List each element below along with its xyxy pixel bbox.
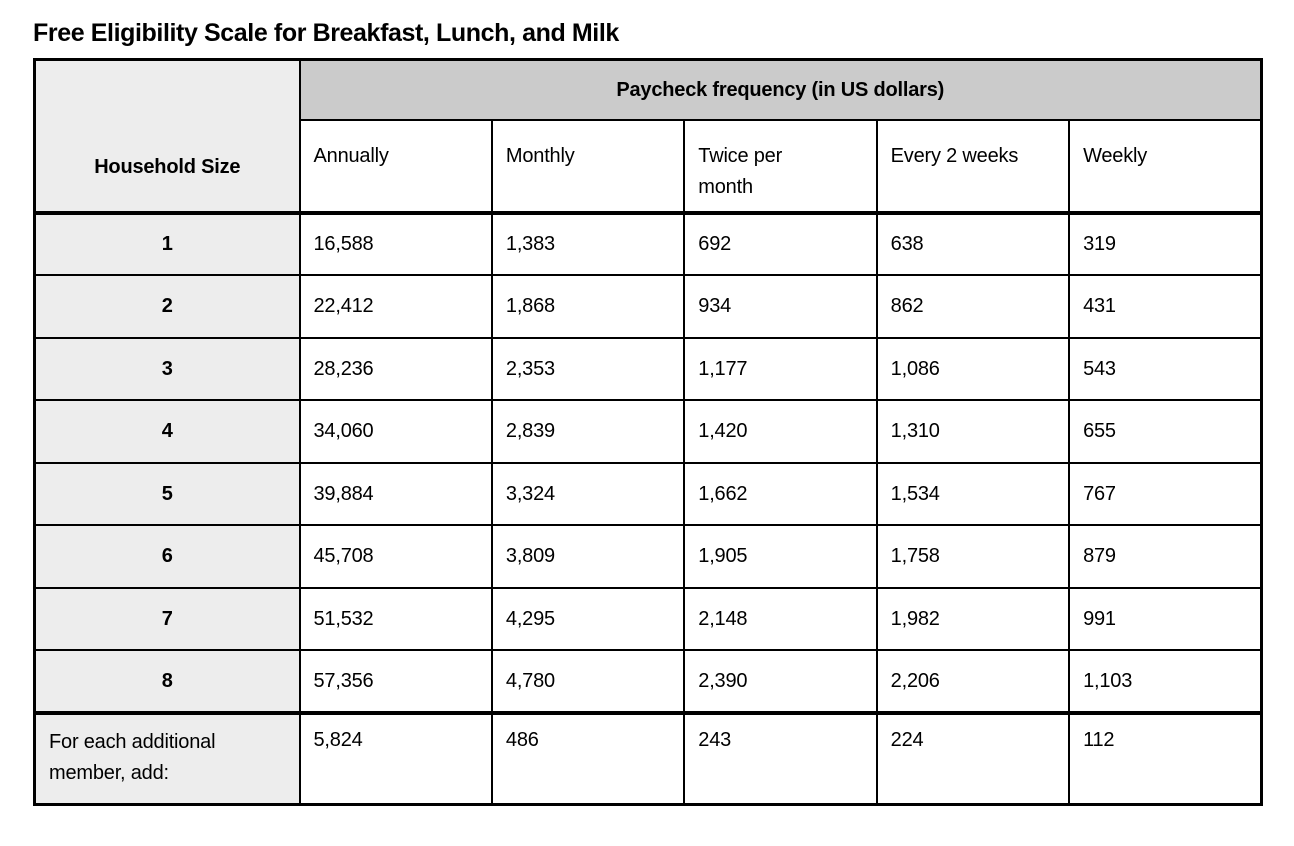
cell-twice-per-month: 934 — [683, 274, 878, 339]
cell-every-2-weeks: 1,758 — [875, 524, 1071, 589]
cell-twice-per-month: 1,905 — [683, 524, 878, 589]
cell-twice-per-month: 692 — [683, 211, 878, 277]
col-header-annually: Annually — [298, 118, 493, 215]
cell-weekly: 879 — [1068, 524, 1263, 589]
cell-twice-per-month: 2,390 — [683, 649, 878, 715]
row-label: 2 — [33, 274, 301, 339]
household-size-header: Household Size — [33, 58, 301, 215]
cell-weekly: 1,103 — [1068, 649, 1263, 715]
cell-twice-per-month: 1,662 — [683, 461, 878, 527]
table-row: 3 28,236 2,353 1,177 1,086 543 — [33, 336, 1263, 402]
row-label: 8 — [33, 649, 301, 715]
table-row: 6 45,708 3,809 1,905 1,758 879 — [33, 524, 1263, 589]
cell-annually: 57,356 — [298, 649, 493, 715]
additional-member-label: For each additional member, add: — [33, 711, 301, 806]
cell-every-2-weeks: 2,206 — [875, 649, 1071, 715]
cell-annually: 28,236 — [298, 336, 493, 402]
cell-annually: 34,060 — [298, 399, 493, 464]
col-header-weekly: Weekly — [1068, 118, 1263, 215]
row-label: 3 — [33, 336, 301, 402]
cell-monthly: 486 — [490, 711, 686, 806]
cell-weekly: 112 — [1068, 711, 1263, 806]
table-row: 5 39,884 3,324 1,662 1,534 767 — [33, 461, 1263, 527]
cell-twice-per-month: 1,177 — [683, 336, 878, 402]
table-row: 1 16,588 1,383 692 638 319 — [33, 211, 1263, 277]
cell-monthly: 2,353 — [490, 336, 686, 402]
cell-monthly: 2,839 — [490, 399, 686, 464]
cell-weekly: 431 — [1068, 274, 1263, 339]
cell-monthly: 4,780 — [490, 649, 686, 715]
cell-every-2-weeks: 224 — [875, 711, 1071, 806]
col-header-monthly: Monthly — [490, 118, 686, 215]
cell-annually: 22,412 — [298, 274, 493, 339]
col-header-every-2-weeks: Every 2 weeks — [875, 118, 1071, 215]
cell-annually: 5,824 — [298, 711, 493, 806]
cell-monthly: 1,868 — [490, 274, 686, 339]
row-label: 7 — [33, 586, 301, 652]
cell-annually: 16,588 — [298, 211, 493, 277]
cell-monthly: 4,295 — [490, 586, 686, 652]
row-label: 1 — [33, 211, 301, 277]
cell-every-2-weeks: 862 — [875, 274, 1071, 339]
cell-every-2-weeks: 638 — [875, 211, 1071, 277]
cell-twice-per-month: 2,148 — [683, 586, 878, 652]
paycheck-frequency-header: Paycheck frequency (in US dollars) — [298, 58, 1263, 121]
col-header-twice-per-month: Twice per month — [683, 118, 878, 215]
cell-weekly: 655 — [1068, 399, 1263, 464]
cell-annually: 45,708 — [298, 524, 493, 589]
cell-annually: 39,884 — [298, 461, 493, 527]
eligibility-table: Household Size Paycheck frequency (in US… — [33, 58, 1263, 807]
cell-monthly: 3,809 — [490, 524, 686, 589]
cell-monthly: 1,383 — [490, 211, 686, 277]
row-label: 4 — [33, 399, 301, 464]
table-row: 2 22,412 1,868 934 862 431 — [33, 274, 1263, 339]
cell-weekly: 991 — [1068, 586, 1263, 652]
column-header-row: Annually Monthly Twice per month Every 2… — [35, 118, 1263, 215]
table-row: 4 34,060 2,839 1,420 1,310 655 — [33, 399, 1263, 464]
cell-twice-per-month: 243 — [683, 711, 878, 806]
cell-weekly: 767 — [1068, 461, 1263, 527]
cell-weekly: 319 — [1068, 211, 1263, 277]
table-row: 7 51,532 4,295 2,148 1,982 991 — [33, 586, 1263, 652]
cell-weekly: 543 — [1068, 336, 1263, 402]
page-title: Free Eligibility Scale for Breakfast, Lu… — [33, 19, 619, 47]
cell-twice-per-month: 1,420 — [683, 399, 878, 464]
row-label: 5 — [33, 461, 301, 527]
group-header-row: Household Size Paycheck frequency (in US… — [33, 58, 1263, 215]
cell-every-2-weeks: 1,534 — [875, 461, 1071, 527]
cell-every-2-weeks: 1,086 — [875, 336, 1071, 402]
table-row: 8 57,356 4,780 2,390 2,206 1,103 — [33, 649, 1263, 715]
additional-member-row: For each additional member, add: 5,824 4… — [33, 711, 1263, 806]
row-label: 6 — [33, 524, 301, 589]
cell-every-2-weeks: 1,982 — [875, 586, 1071, 652]
cell-every-2-weeks: 1,310 — [875, 399, 1071, 464]
cell-annually: 51,532 — [298, 586, 493, 652]
cell-monthly: 3,324 — [490, 461, 686, 527]
